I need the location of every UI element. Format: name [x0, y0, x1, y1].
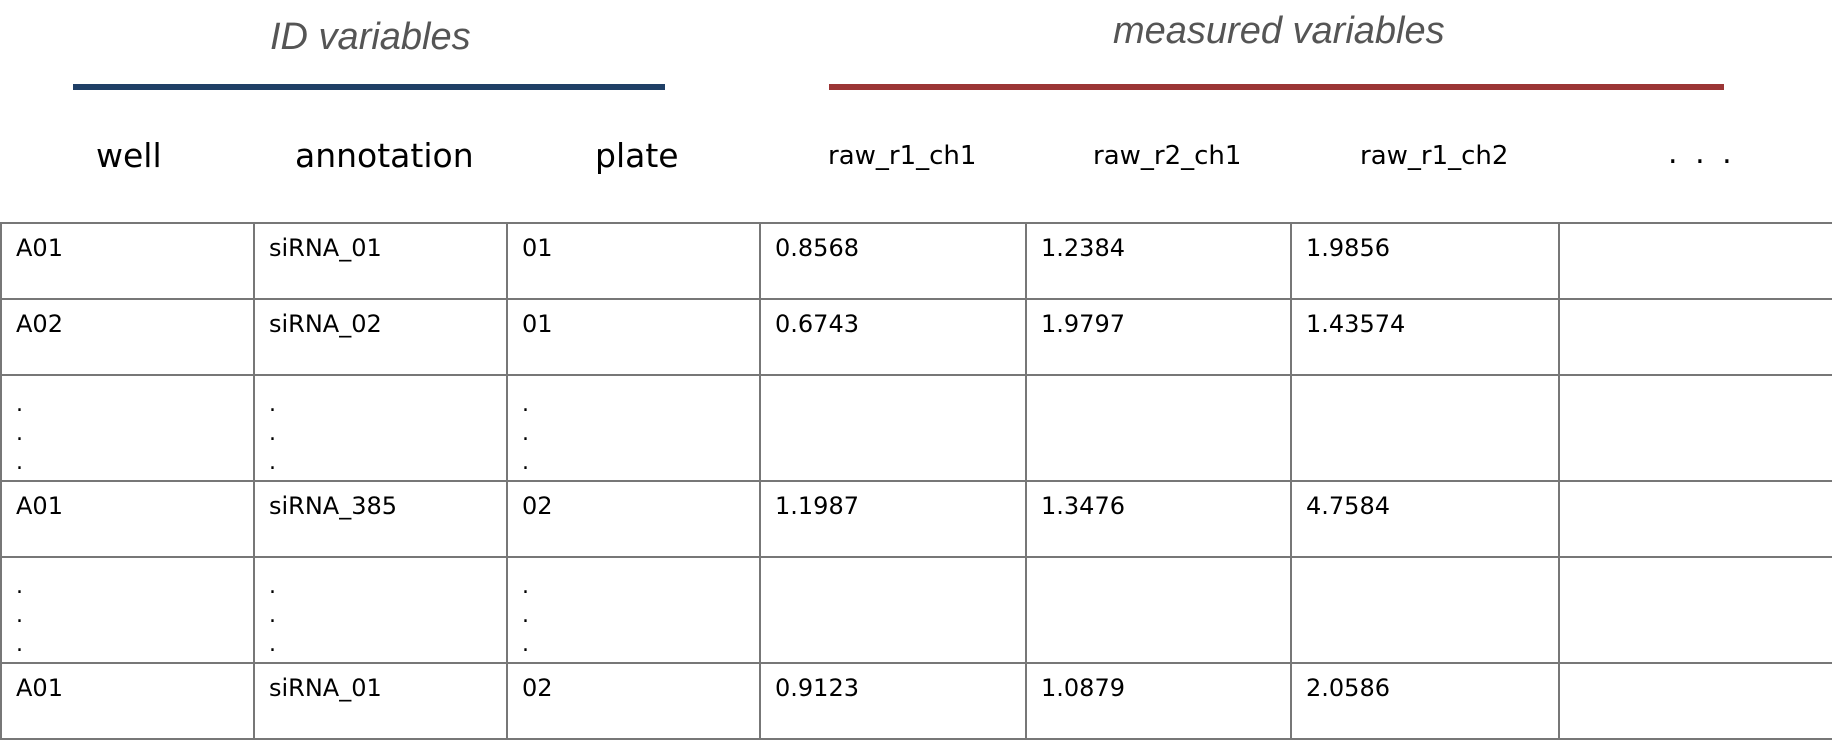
- table-row: A02 siRNA_02 01 0.6743 1.9797 1.43574: [0, 298, 1832, 376]
- cell-well: A01: [0, 222, 255, 300]
- cell-well-ellipsis: . . .: [0, 556, 255, 664]
- cell-raw-r1-ch1: 1.1987: [759, 480, 1027, 558]
- cell-plate-ellipsis: . . .: [506, 556, 761, 664]
- cell-raw-r1-ch2: 1.9856: [1290, 222, 1560, 300]
- table-row: A01 siRNA_01 01 0.8568 1.2384 1.9856: [0, 222, 1832, 300]
- cell-raw-r1-ch1: 0.9123: [759, 662, 1027, 740]
- cell-plate: 01: [506, 222, 761, 300]
- cell-more: [1558, 662, 1832, 740]
- cell-raw-r2-ch1: 1.9797: [1025, 298, 1292, 376]
- cell-more: [1558, 298, 1832, 376]
- cell-empty: [1290, 374, 1560, 482]
- cell-plate: 02: [506, 480, 761, 558]
- column-header-annotation: annotation: [295, 136, 474, 175]
- cell-empty: [1025, 556, 1292, 664]
- cell-raw-r1-ch2: 1.43574: [1290, 298, 1560, 376]
- cell-raw-r1-ch2: 4.7584: [1290, 480, 1560, 558]
- cell-annotation: siRNA_02: [253, 298, 508, 376]
- cell-raw-r2-ch1: 1.2384: [1025, 222, 1292, 300]
- column-header-raw-r2-ch1: raw_r2_ch1: [1093, 141, 1242, 171]
- cell-empty: [759, 556, 1027, 664]
- cell-plate: 01: [506, 298, 761, 376]
- cell-empty: [1290, 556, 1560, 664]
- cell-empty: [1558, 374, 1832, 482]
- cell-annotation-ellipsis: . . .: [253, 374, 508, 482]
- cell-plate-ellipsis: . . .: [506, 374, 761, 482]
- table-row: A01 siRNA_01 02 0.9123 1.0879 2.0586: [0, 662, 1832, 740]
- cell-well-ellipsis: . . .: [0, 374, 255, 482]
- cell-raw-r2-ch1: 1.3476: [1025, 480, 1292, 558]
- measured-variables-title: measured variables: [1113, 10, 1445, 52]
- data-table: A01 siRNA_01 01 0.8568 1.2384 1.9856 A02…: [0, 222, 1832, 740]
- cell-well: A02: [0, 298, 255, 376]
- measured-variables-underline: [829, 84, 1724, 90]
- cell-raw-r1-ch1: 0.8568: [759, 222, 1027, 300]
- cell-annotation: siRNA_385: [253, 480, 508, 558]
- cell-annotation-ellipsis: . . .: [253, 556, 508, 664]
- cell-empty: [759, 374, 1027, 482]
- column-header-raw-r1-ch2: raw_r1_ch2: [1360, 141, 1509, 171]
- cell-plate: 02: [506, 662, 761, 740]
- cell-annotation: siRNA_01: [253, 662, 508, 740]
- table-row-ellipsis: . . . . . . . . .: [0, 374, 1832, 482]
- id-variables-underline: [73, 84, 665, 90]
- column-header-raw-r1-ch1: raw_r1_ch1: [828, 141, 977, 171]
- cell-raw-r2-ch1: 1.0879: [1025, 662, 1292, 740]
- id-variables-title: ID variables: [270, 16, 471, 58]
- cell-more: [1558, 222, 1832, 300]
- column-header-more-ellipsis: . . .: [1668, 136, 1736, 171]
- cell-empty: [1558, 556, 1832, 664]
- cell-well: A01: [0, 662, 255, 740]
- cell-empty: [1025, 374, 1292, 482]
- cell-annotation: siRNA_01: [253, 222, 508, 300]
- column-header-plate: plate: [595, 136, 679, 175]
- column-header-well: well: [96, 136, 162, 175]
- table-row: A01 siRNA_385 02 1.1987 1.3476 4.7584: [0, 480, 1832, 558]
- cell-well: A01: [0, 480, 255, 558]
- cell-raw-r1-ch2: 2.0586: [1290, 662, 1560, 740]
- cell-more: [1558, 480, 1832, 558]
- cell-raw-r1-ch1: 0.6743: [759, 298, 1027, 376]
- table-row-ellipsis: . . . . . . . . .: [0, 556, 1832, 664]
